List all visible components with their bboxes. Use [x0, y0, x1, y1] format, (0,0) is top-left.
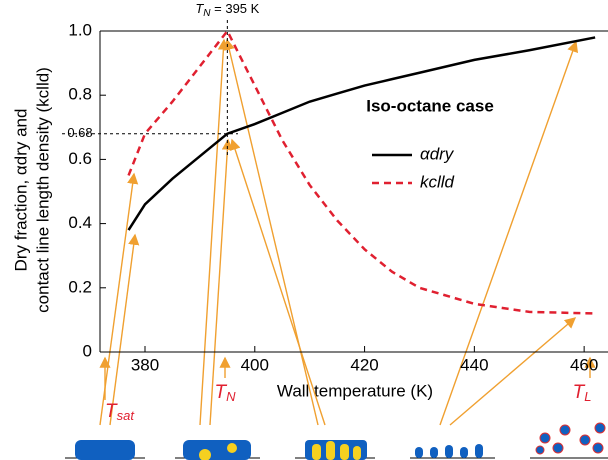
x-tick-label: 400 [241, 355, 269, 374]
symbol: T [105, 401, 118, 422]
y-axis-label: Dry fraction, αdry and [11, 109, 30, 272]
temperature-label: Tsat [105, 401, 135, 423]
x-tick-label: 420 [350, 355, 378, 374]
symbol: T [195, 1, 204, 16]
temperature-label: TN [215, 382, 237, 404]
subscript: L [584, 389, 591, 404]
y-tick-label: 0.4 [68, 213, 92, 232]
marker-label: 0.68 [67, 125, 92, 140]
marker-label: TN = 395 K [195, 1, 259, 18]
y-axis-label: contact line length density (kclld) [33, 67, 52, 313]
series-line [127, 36, 596, 231]
arrows [99, 38, 596, 426]
label: = 395 K [211, 1, 260, 16]
subscript: N [203, 8, 211, 19]
y-tick-label: 0.2 [68, 277, 92, 296]
temperature-label: TL [573, 382, 592, 404]
symbol: T [573, 382, 586, 403]
subscript: sat [117, 408, 136, 423]
symbol: T [215, 382, 228, 403]
y-tick-label: 0.8 [68, 85, 92, 104]
series-line [127, 28, 596, 315]
y-tick-label: 1.0 [68, 20, 92, 39]
x-tick-label: 460 [570, 355, 598, 374]
legend-label: αdry [420, 144, 455, 163]
y-tick-label: 0 [83, 341, 92, 360]
x-tick-label: 440 [460, 355, 488, 374]
legend-label: kclld [420, 172, 455, 191]
x-axis-label: Wall temperature (K) [277, 381, 433, 400]
chart-title: Iso-octane case [366, 96, 494, 115]
y-tick-label: 0.6 [68, 149, 92, 168]
x-tick-label: 380 [131, 355, 159, 374]
subscript: N [226, 389, 236, 404]
droplet-icons [65, 422, 608, 460]
